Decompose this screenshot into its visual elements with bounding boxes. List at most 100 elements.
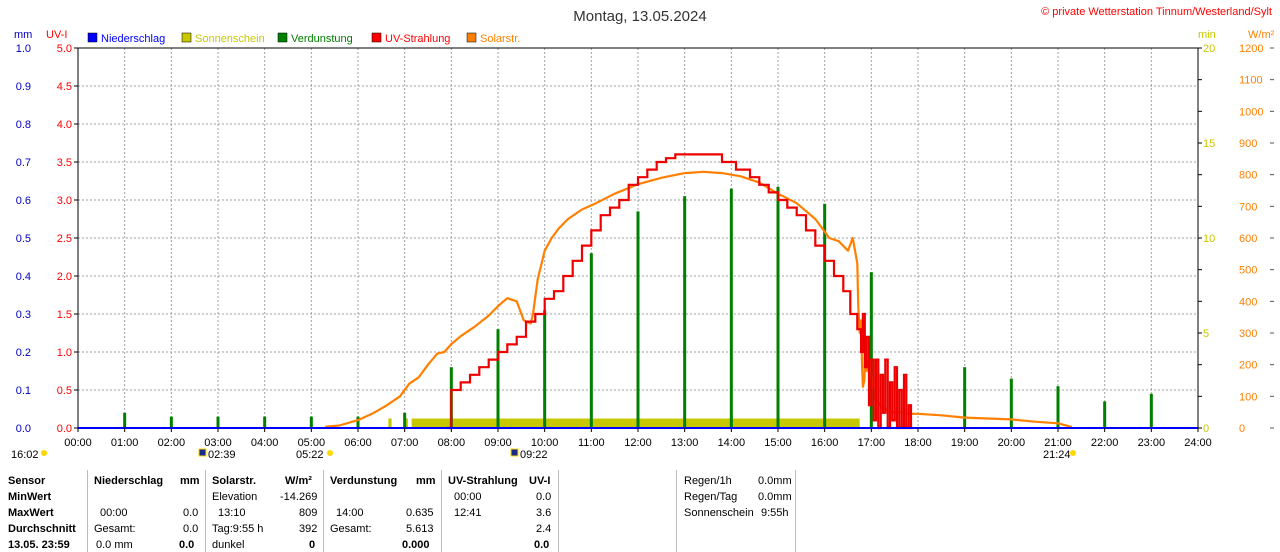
x-tick-label: 11:00 [578, 437, 605, 449]
sun-marker-label: 16:02 [11, 449, 39, 461]
niederschlag-current: 0.0 mm [96, 539, 133, 551]
verdunstung-max-value: 0.635 [406, 507, 434, 519]
verdunstung-total-value: 5.613 [406, 523, 434, 535]
evaporation-bar [869, 272, 873, 428]
evaporation-bars [123, 186, 1153, 428]
solar-max-time: 13:10 [218, 507, 246, 519]
niederschlag-total-label: Gesamt: [94, 523, 136, 535]
mm-tick-label: 1.0 [16, 43, 31, 55]
min-tick-label: 10 [1203, 233, 1215, 245]
evaporation-bar [356, 416, 360, 428]
sun-marker-label: 21:24 [1043, 449, 1071, 461]
legend-swatch [181, 32, 192, 43]
verdunstung-max-time: 14:00 [336, 507, 364, 519]
uv-tick-label: 2.0 [57, 271, 72, 283]
mm-tick-label: 0.7 [16, 157, 31, 169]
table-divider [441, 470, 442, 552]
legend-swatch [371, 32, 382, 43]
wm2-tick-label: 1100 [1239, 75, 1263, 87]
mm-tick-label: 0.8 [16, 119, 31, 131]
uv-tick-label: 4.5 [57, 81, 72, 93]
evaporation-bar [1149, 393, 1153, 428]
mm-tick-label: 0.1 [16, 385, 31, 397]
wm2-tick-label: 800 [1239, 170, 1257, 182]
uv-min-value: 0.0 [536, 491, 552, 503]
unit-label-wm2: W/m² [1248, 29, 1275, 41]
sun-icon [327, 450, 333, 456]
sun-icon [1070, 450, 1076, 456]
solar-max-value: 809 [299, 507, 318, 519]
uv-current-bold: 0.0 [534, 539, 550, 551]
uv-tick-label: 2.5 [57, 233, 72, 245]
wm2-tick-label: 200 [1239, 360, 1257, 372]
evaporation-bar [589, 253, 593, 428]
niederschlag-unit: mm [180, 475, 200, 487]
legend-label: Verdunstung [291, 33, 353, 45]
niederschlag-max-time: 00:00 [100, 507, 128, 519]
evaporation-bar [169, 416, 173, 428]
evaporation-bar [823, 203, 827, 428]
evaporation-bar [263, 416, 267, 428]
uv-max-time: 12:41 [454, 507, 482, 519]
table-divider [795, 470, 796, 552]
x-tick-label: 02:00 [158, 437, 186, 449]
sunshine-bar [388, 418, 392, 428]
uv-header: UV-Strahlung [448, 475, 518, 487]
chart-title: Montag, 13.05.2024 [573, 8, 706, 25]
solar-elevation-value: -14.269 [280, 491, 318, 503]
sunrise-icon [510, 448, 519, 457]
unit-label-uv: UV-I [46, 29, 67, 41]
wm2-tick-label: 500 [1239, 265, 1257, 277]
sunshine-bar [404, 418, 408, 428]
uv-tick-label: 5.0 [57, 43, 72, 55]
table-divider [676, 470, 677, 552]
legend-swatch [87, 32, 98, 43]
wm2-tick-label: 300 [1239, 328, 1257, 340]
min-tick-label: 5 [1203, 328, 1209, 340]
x-tick-label: 10:00 [531, 437, 559, 449]
sun-icon [41, 450, 47, 456]
sunshine-bars [388, 418, 860, 428]
x-tick-label: 19:00 [951, 437, 979, 449]
x-tick-label: 14:00 [718, 437, 746, 449]
copyright-notice: © private Wetterstation Tinnum/Westerlan… [1041, 6, 1272, 18]
x-tick-label: 03:00 [204, 437, 232, 449]
evaporation-bar [496, 329, 500, 428]
verdunstung-header: Verdunstung [330, 475, 398, 487]
solar-header: Solarstr. [212, 475, 257, 487]
evaporation-bar [683, 196, 687, 428]
niederschlag-total-value: 0.0 [183, 523, 199, 535]
x-tick-label: 18:00 [904, 437, 932, 449]
unit-label-mm: mm [14, 29, 32, 41]
uv-tick-label: 3.5 [57, 157, 72, 169]
x-tick-label: 23:00 [1138, 437, 1166, 449]
x-tick-label: 04:00 [251, 437, 279, 449]
x-tick-label: 07:00 [391, 437, 419, 449]
uv-min-time: 00:00 [454, 491, 482, 503]
x-tick-label: 12:00 [624, 437, 652, 449]
solar-elevation-label: Elevation [212, 491, 258, 503]
sun-markers: 16:02 02:39 05:22 09:22 21:24 [11, 448, 1076, 461]
uv-avg-value: 2.4 [536, 523, 552, 535]
legend-label: UV-Strahlung [385, 33, 450, 45]
evaporation-bar [1056, 386, 1060, 428]
x-tick-label: 17:00 [858, 437, 886, 449]
sensor-header: Sensor [8, 475, 46, 487]
sun-marker-label: 05:22 [296, 449, 324, 461]
solar-day-label: Tag:9:55 h [212, 523, 264, 535]
wm2-tick-label: 1000 [1239, 106, 1263, 118]
legend: Niederschlag Sonnenschein Verdunstung UV-St… [87, 32, 520, 45]
evaporation-bar [636, 211, 640, 428]
extra-rain-day-label: Regen/Tag [684, 491, 738, 503]
evaporation-bar [1103, 401, 1107, 428]
uv-unit: UV-I [529, 475, 551, 487]
evaporation-bar [309, 416, 313, 428]
table-divider [205, 470, 206, 552]
x-tick-label: 09:00 [484, 437, 512, 449]
extra-sunshine-label: Sonnenschein [684, 507, 754, 519]
sunshine-bar [411, 418, 860, 428]
table-divider [558, 470, 559, 552]
axes: 0.0 0.1 0.2 0.3 0.4 0.5 0.6 0.7 0.8 0.9 1.0 0.0 0.5 1… [16, 43, 1274, 449]
sun-marker-label: 09:22 [520, 449, 548, 461]
uv-series [446, 153, 914, 430]
